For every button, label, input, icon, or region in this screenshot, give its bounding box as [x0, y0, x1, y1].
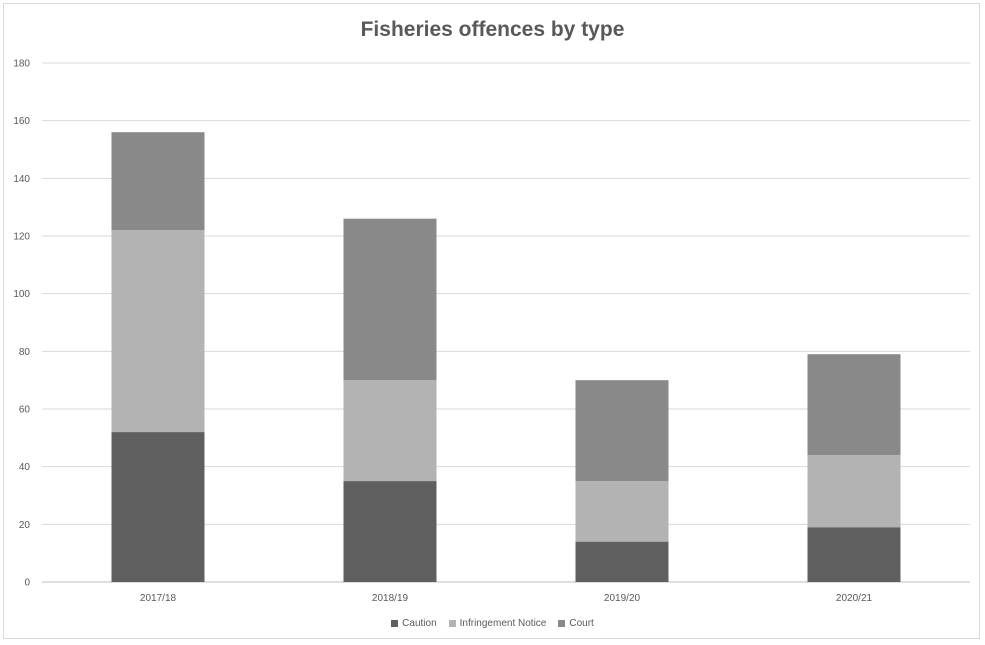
- bar-infringement-notice-2018-19: [343, 380, 437, 482]
- bar-court-2017-18: [111, 132, 205, 231]
- legend-label: Infringement Notice: [459, 618, 547, 629]
- bar-court-2020-21: [807, 354, 901, 456]
- y-tick-label: 100: [13, 289, 30, 300]
- x-tick-label: 2017/18: [140, 593, 177, 604]
- bar-infringement-notice-2019-20: [575, 481, 669, 542]
- legend-item: Court: [558, 618, 594, 629]
- legend-item: Caution: [391, 618, 437, 629]
- bar-infringement-notice-2020-21: [807, 455, 901, 528]
- y-tick-label: 0: [24, 578, 30, 589]
- legend-label: Court: [569, 618, 594, 629]
- chart-legend: Caution Infringement Notice Court: [0, 618, 985, 629]
- bar-caution-2020-21: [807, 527, 901, 582]
- y-tick-label: 80: [19, 347, 31, 358]
- y-tick-label: 20: [19, 520, 31, 531]
- bar-infringement-notice-2017-18: [111, 230, 205, 433]
- x-tick-label: 2018/19: [372, 593, 409, 604]
- bar-caution-2019-20: [575, 541, 669, 582]
- bar-caution-2018-19: [343, 481, 437, 582]
- x-tick-label: 2019/20: [604, 593, 641, 604]
- legend-item: Infringement Notice: [448, 618, 547, 629]
- bar-court-2019-20: [575, 380, 669, 482]
- legend-swatch: [558, 620, 566, 627]
- bar-caution-2017-18: [111, 432, 205, 582]
- legend-swatch: [391, 620, 399, 627]
- y-tick-label: 180: [13, 59, 30, 70]
- bar-court-2018-19: [343, 218, 437, 381]
- y-tick-label: 120: [13, 232, 30, 243]
- y-tick-label: 160: [13, 116, 30, 127]
- chart-title: Fisheries offences by type: [360, 18, 625, 41]
- legend-label: Caution: [402, 618, 437, 629]
- y-tick-label: 140: [13, 174, 30, 185]
- legend-swatch: [448, 620, 456, 627]
- x-tick-label: 2020/21: [836, 593, 873, 604]
- y-tick-label: 40: [19, 462, 31, 473]
- y-tick-label: 60: [19, 405, 31, 416]
